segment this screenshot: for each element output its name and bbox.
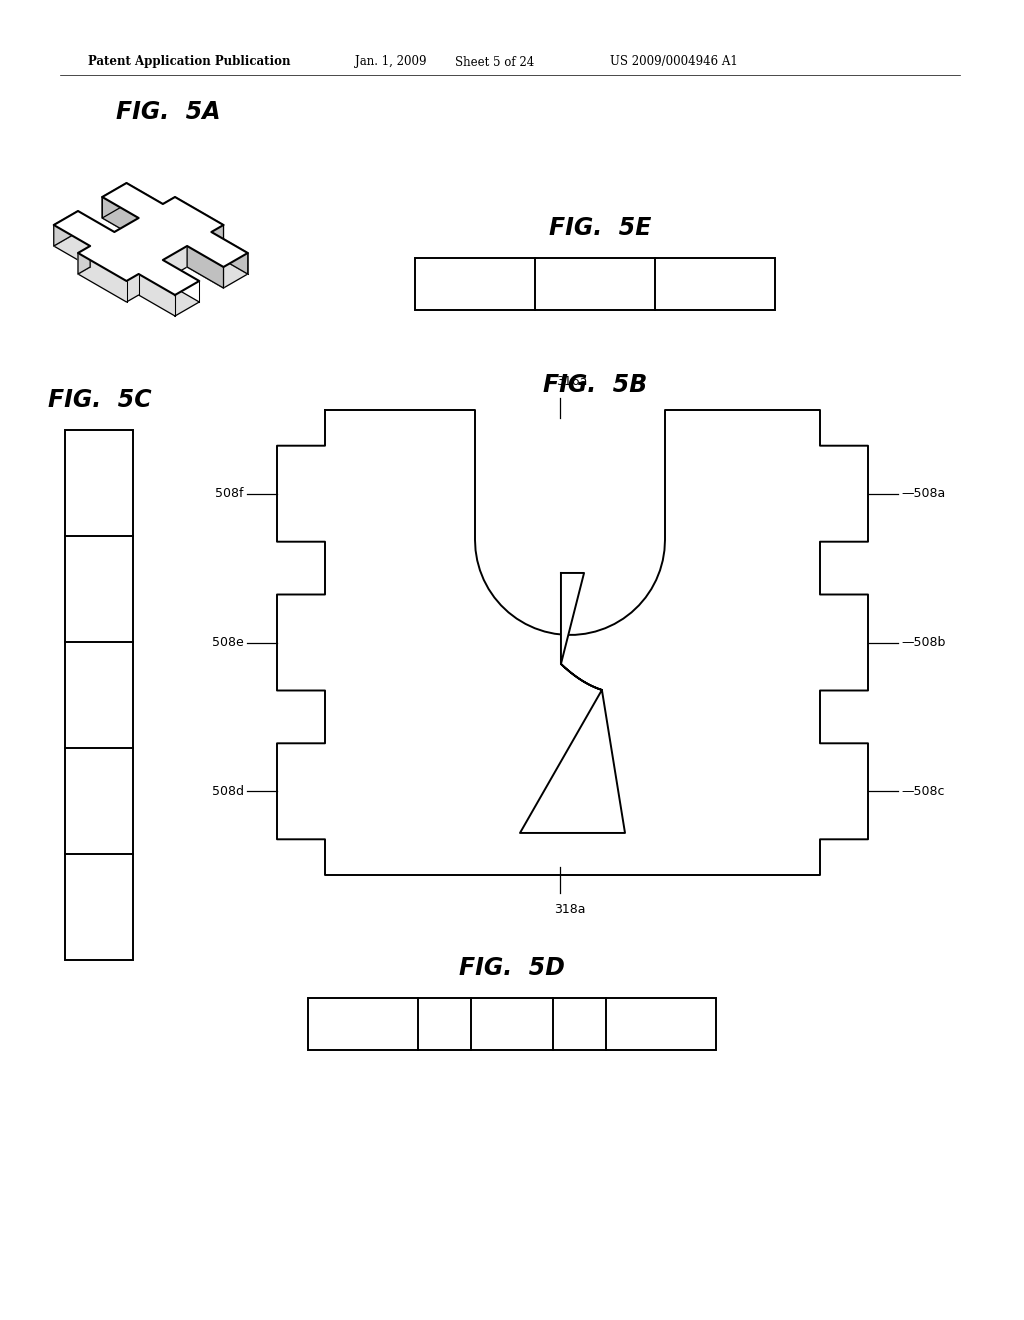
Bar xyxy=(65,430,133,960)
Text: 318a: 318a xyxy=(554,903,586,916)
Text: —508b: —508b xyxy=(901,636,945,649)
Polygon shape xyxy=(187,246,223,288)
Bar xyxy=(415,257,775,310)
Polygon shape xyxy=(78,246,90,275)
Text: —508c: —508c xyxy=(901,785,944,797)
Polygon shape xyxy=(102,197,138,239)
Polygon shape xyxy=(175,197,223,246)
Polygon shape xyxy=(278,411,868,875)
Polygon shape xyxy=(211,232,248,275)
Text: 508d: 508d xyxy=(212,785,244,797)
Polygon shape xyxy=(54,183,248,294)
Text: 508f: 508f xyxy=(215,487,244,500)
Text: Jan. 1, 2009: Jan. 1, 2009 xyxy=(355,55,427,69)
Polygon shape xyxy=(115,218,138,253)
Polygon shape xyxy=(520,573,625,833)
Bar xyxy=(308,998,716,1049)
Polygon shape xyxy=(127,183,163,224)
Text: US 2009/0004946 A1: US 2009/0004946 A1 xyxy=(610,55,737,69)
Text: FIG.  5E: FIG. 5E xyxy=(549,216,651,240)
Polygon shape xyxy=(54,205,248,315)
Text: —508a: —508a xyxy=(901,487,945,500)
Polygon shape xyxy=(54,211,78,246)
Text: 508e: 508e xyxy=(212,636,244,649)
Text: FIG.  5A: FIG. 5A xyxy=(116,100,220,124)
Text: FIG.  5C: FIG. 5C xyxy=(48,388,152,412)
Text: Patent Application Publication: Patent Application Publication xyxy=(88,55,291,69)
Polygon shape xyxy=(163,197,175,224)
Text: FIG.  5B: FIG. 5B xyxy=(543,374,647,397)
Text: FIG.  5D: FIG. 5D xyxy=(459,956,565,979)
Polygon shape xyxy=(102,183,127,218)
Text: Sheet 5 of 24: Sheet 5 of 24 xyxy=(455,55,535,69)
Text: 316a: 316a xyxy=(556,375,588,388)
